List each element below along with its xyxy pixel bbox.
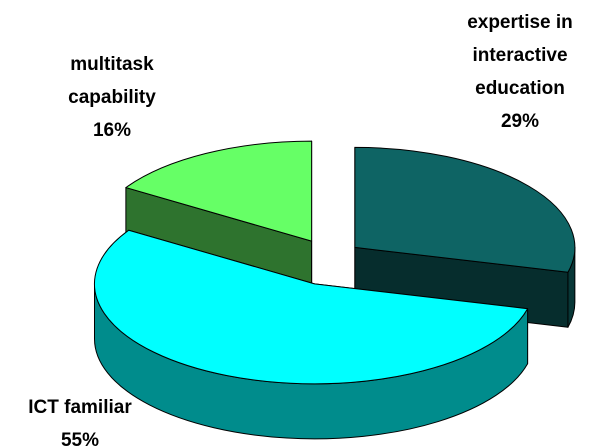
value-label: 16% [92, 120, 132, 141]
slice [94, 229, 529, 385]
value-label: 29% [500, 111, 540, 132]
slice-label: multitask capability 16% [52, 48, 172, 147]
category-label: ICT familiar [28, 397, 132, 418]
category-label: multitask capability [68, 54, 156, 108]
value-label: 55% [60, 430, 100, 447]
slice [125, 140, 313, 242]
slice [354, 146, 576, 273]
category-label: expertise in interactive education [467, 12, 573, 99]
slice-label: expertise in interactive education 29% [455, 6, 585, 138]
slice-label: ICT familiar 55% [5, 391, 155, 447]
